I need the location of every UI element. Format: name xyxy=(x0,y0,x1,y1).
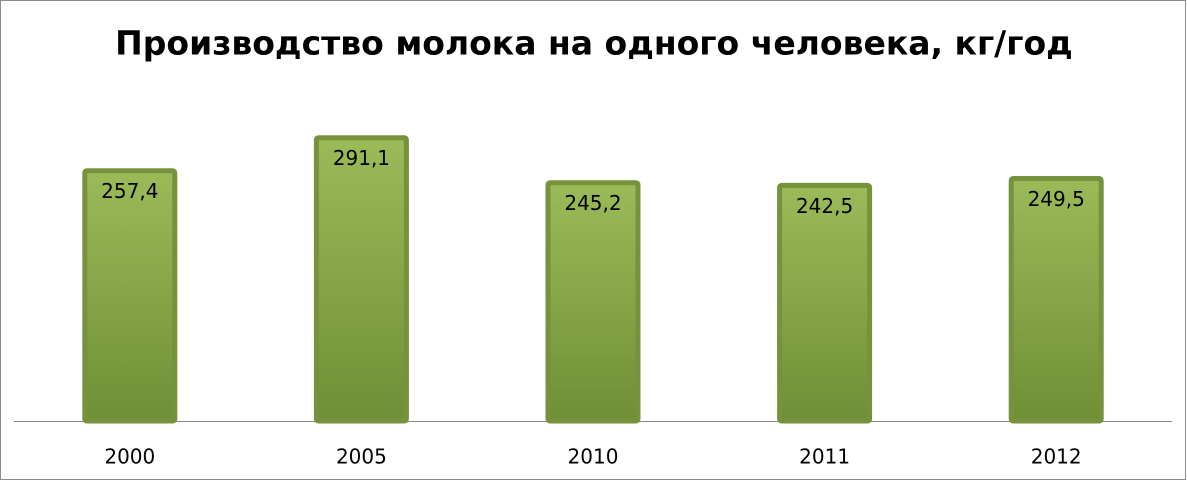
bar xyxy=(82,168,178,424)
value-label: 245,2 xyxy=(564,191,621,215)
x-tick-label: 2000 xyxy=(104,445,155,469)
value-label: 257,4 xyxy=(101,179,158,203)
bar xyxy=(545,180,641,424)
chart-title: Производство молока на одного человека, … xyxy=(115,24,1073,63)
x-tick-label: 2012 xyxy=(1031,445,1082,469)
value-label: 249,5 xyxy=(1028,187,1085,211)
x-tick-label: 2010 xyxy=(568,445,619,469)
bar xyxy=(777,182,873,424)
value-label: 291,1 xyxy=(333,146,390,170)
x-tick-label: 2005 xyxy=(336,445,387,469)
value-label: 242,5 xyxy=(796,194,853,218)
x-tick-label: 2011 xyxy=(799,445,850,469)
bar xyxy=(1008,175,1104,424)
bar xyxy=(313,135,409,424)
